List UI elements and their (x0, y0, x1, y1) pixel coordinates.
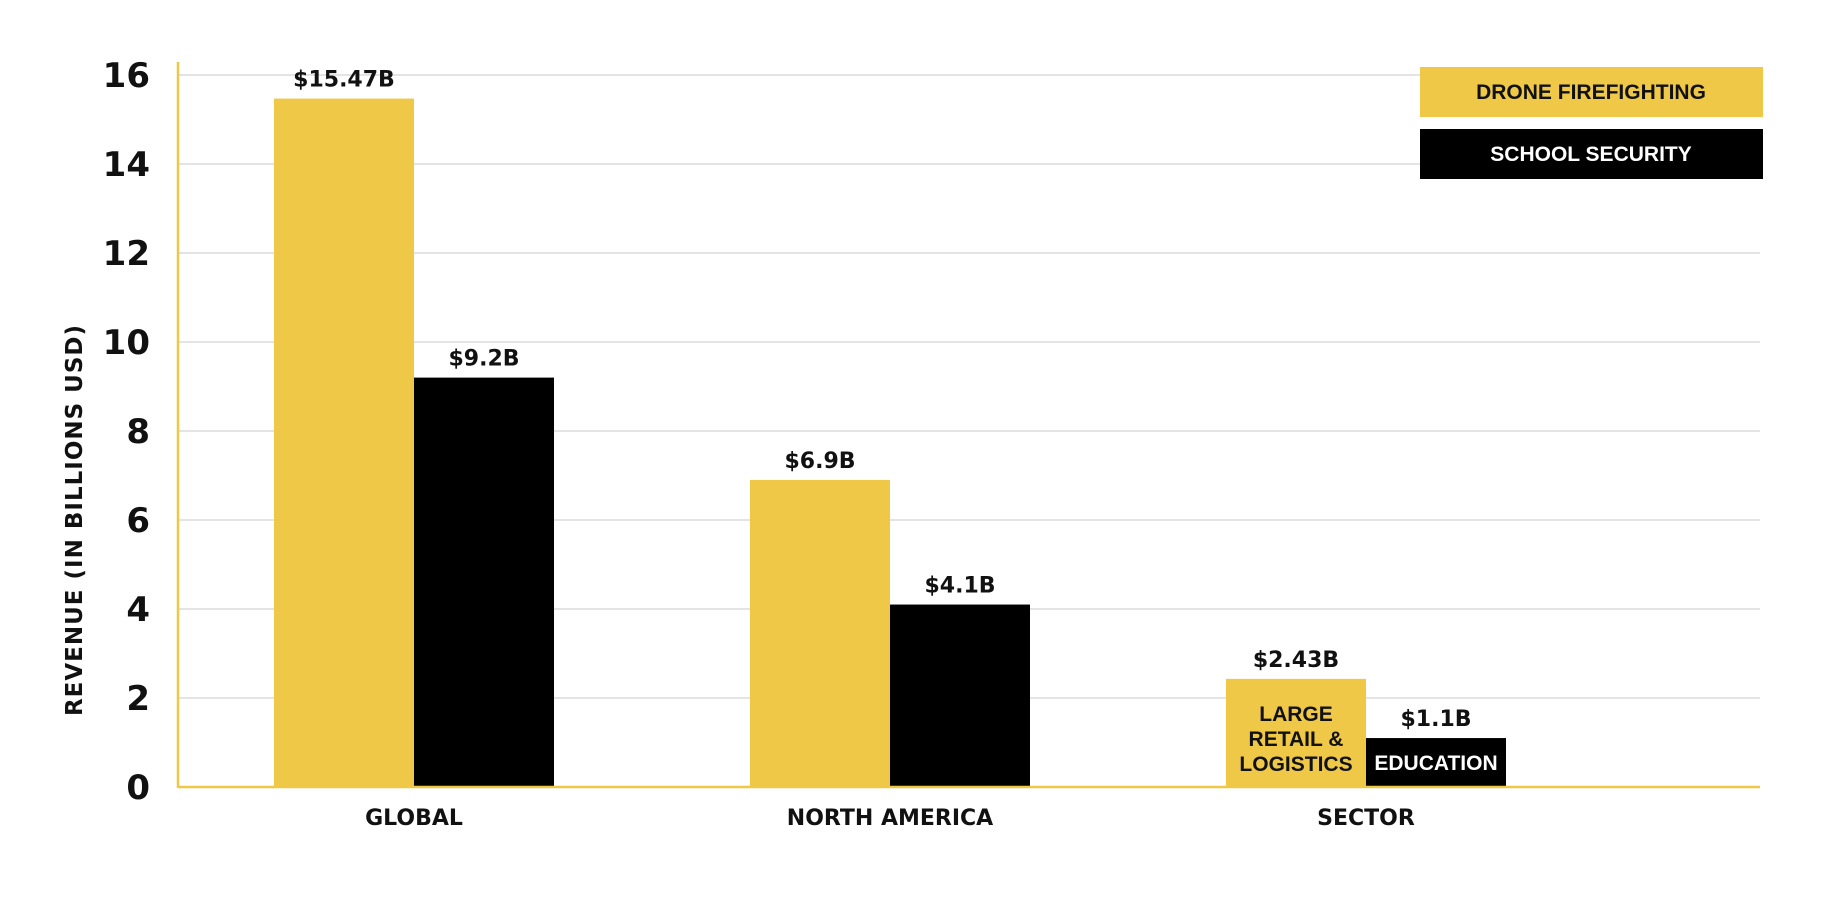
bar-school-security (414, 377, 554, 787)
legend-item: DRONE FIREFIGHTING (1420, 67, 1763, 117)
legend-label: DRONE FIREFIGHTING (1476, 81, 1706, 104)
legend-swatch (1420, 129, 1763, 179)
bars (274, 98, 1506, 787)
legend-item: SCHOOL SECURITY (1420, 129, 1763, 179)
y-tick-label: 14 (103, 145, 150, 185)
data-label: $15.47B (293, 68, 395, 93)
y-tick-label: 2 (126, 679, 150, 719)
y-tick-label: 16 (103, 56, 150, 96)
axes (176, 62, 1760, 789)
bar-drone-firefighting (750, 479, 890, 787)
y-tick-label: 12 (103, 234, 150, 274)
bar-inner-label: EDUCATION (1374, 752, 1497, 775)
y-tick-label: 4 (126, 590, 150, 630)
legend: DRONE FIREFIGHTING SCHOOL SECURITY (1420, 67, 1763, 179)
data-label: $4.1B (924, 574, 995, 599)
bar-drone-firefighting (274, 98, 414, 787)
y-tick-label: 0 (126, 768, 150, 808)
y-tick-label: 8 (126, 412, 150, 452)
y-tick-label: 6 (126, 501, 150, 541)
bar-drone-firefighting (1226, 678, 1366, 787)
x-tick-label: NORTH AMERICA (787, 806, 993, 831)
data-label: $1.1B (1400, 707, 1471, 732)
legend-label: SCHOOL SECURITY (1490, 143, 1691, 166)
bar-inner-label: LARGE RETAIL & LOGISTICS (1239, 703, 1352, 776)
y-tick-label: 10 (103, 323, 150, 363)
data-label: $2.43B (1253, 648, 1339, 673)
data-label: $9.2B (448, 347, 519, 372)
data-label: $6.9B (784, 449, 855, 474)
legend-swatch (1420, 67, 1763, 117)
y-axis-ticks: 0 2 4 6 8 10 12 14 16 (103, 56, 150, 808)
data-labels: $15.47B $6.9B $2.43B $9.2B $4.1B $1.1B (293, 68, 1471, 732)
y-axis-label: REVENUE (IN BILLIONS USD) (62, 324, 88, 716)
bar-school-security (1366, 738, 1506, 787)
bar-school-security (890, 604, 1030, 787)
x-tick-label: SECTOR (1317, 806, 1415, 831)
bar-inner-labels: LARGE RETAIL & LOGISTICS EDUCATION (1239, 703, 1497, 776)
x-tick-label: GLOBAL (365, 806, 463, 831)
x-axis-categories: GLOBAL NORTH AMERICA SECTOR (365, 806, 1415, 831)
